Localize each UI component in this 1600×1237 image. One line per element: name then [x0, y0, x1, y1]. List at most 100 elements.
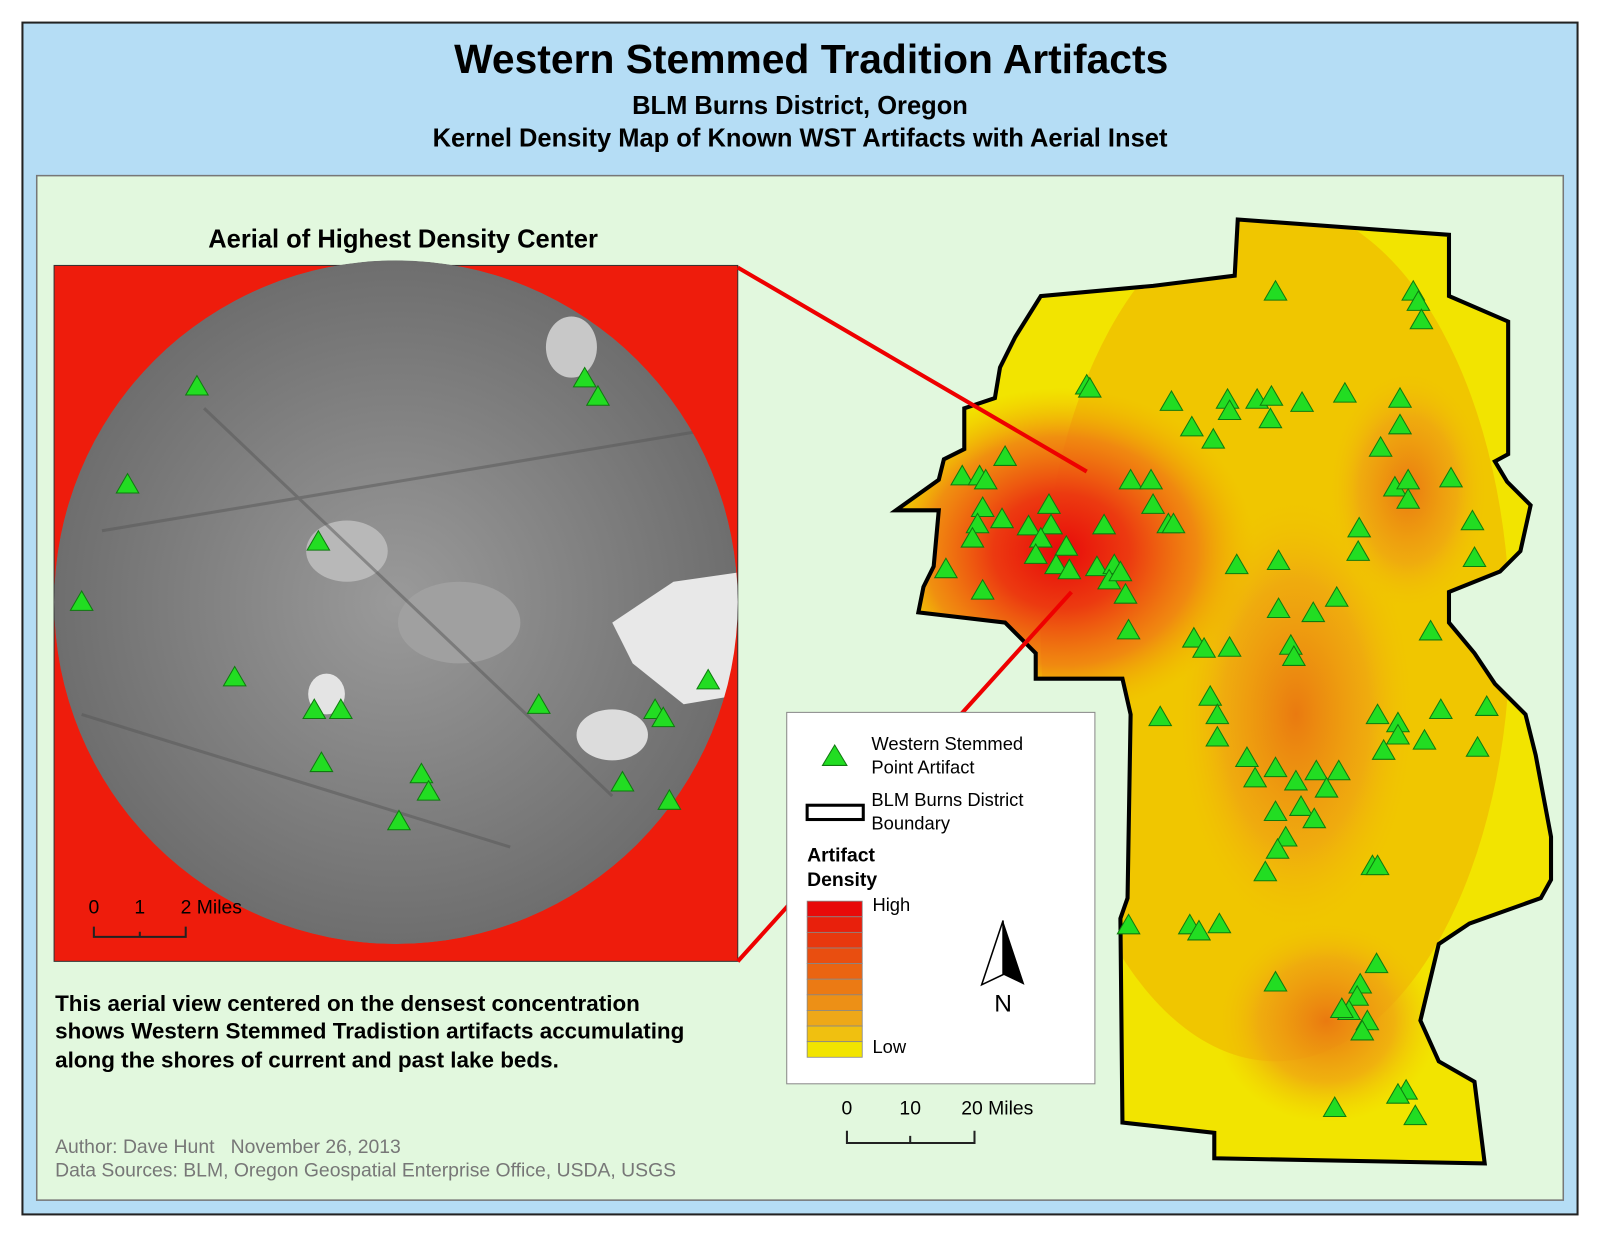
artifact-symbol — [1347, 516, 1372, 538]
artifact-symbol — [1038, 513, 1064, 535]
scale-bar — [845, 1130, 976, 1145]
artifact-symbol — [1205, 703, 1230, 725]
artifact-symbol — [1332, 381, 1358, 403]
legend-artifact-symbol — [821, 744, 848, 766]
artifact-symbol — [184, 374, 210, 396]
artifact-symbol — [1207, 912, 1232, 934]
legend-label: BLM Burns District — [871, 789, 1023, 810]
legend-label: Western Stemmed — [871, 733, 1023, 754]
artifact-symbol — [1396, 487, 1421, 509]
artifact-symbol — [1234, 746, 1260, 767]
ramp-step — [806, 916, 863, 933]
artifact-symbol — [1288, 795, 1314, 816]
artifact-symbol — [1289, 390, 1315, 412]
artifact-symbol — [1263, 800, 1288, 822]
artifact-symbol — [1259, 384, 1284, 406]
artifact-symbol — [1036, 492, 1062, 514]
artifact-symbol — [1365, 854, 1390, 876]
ramp-step — [806, 994, 863, 1011]
artifact-symbol — [1113, 582, 1138, 604]
ramp-step — [806, 1010, 863, 1027]
artifact-symbol — [1201, 427, 1226, 449]
legend-label: Low — [872, 1036, 906, 1057]
artifact-symbol — [1368, 435, 1393, 457]
artifact-symbol — [1016, 514, 1041, 536]
artifact-symbol — [1324, 585, 1349, 607]
legend-label: Point Artifact — [871, 756, 974, 777]
artifact-symbol — [960, 526, 985, 548]
artifact-symbol — [386, 809, 412, 831]
legend-title: Artifact — [807, 844, 875, 866]
artifact-symbol — [1159, 389, 1184, 411]
artifact-symbol — [696, 668, 721, 690]
subtitle: BLM Burns District, Oregon — [632, 92, 968, 120]
artifact-symbol — [1371, 738, 1396, 760]
artifact-symbol — [1191, 636, 1217, 658]
artifact-symbol — [992, 445, 1018, 466]
artifact-symbol — [1281, 645, 1306, 666]
artifact-symbol — [1224, 553, 1249, 575]
artifact-symbol — [1138, 468, 1164, 490]
artifact-symbol — [1198, 684, 1223, 706]
artifact-symbol — [1314, 776, 1339, 798]
title: Western Stemmed Tradition Artifacts — [454, 36, 1168, 82]
artifact-symbol — [1179, 415, 1204, 437]
artifact-symbol — [572, 366, 597, 388]
artifact-symbol — [1265, 837, 1290, 859]
artifact-symbol — [409, 762, 434, 784]
artifact-symbol — [1091, 513, 1117, 535]
artifact-symbol — [1283, 769, 1309, 791]
artifact-symbol — [970, 496, 995, 517]
description: along the shores of current and past lak… — [55, 1047, 559, 1072]
artifact-symbol — [1217, 635, 1242, 657]
artifact-symbol — [973, 468, 998, 490]
scale-label: 10 — [899, 1097, 921, 1119]
subtitle: Kernel Density Map of Known WST Artifact… — [433, 125, 1168, 153]
artifact-symbol — [306, 529, 331, 551]
artifact-symbol — [1054, 534, 1079, 556]
ramp-step — [806, 947, 863, 965]
artifact-symbol — [950, 464, 975, 486]
ramp-step — [806, 1041, 863, 1058]
inset-scale-bar — [92, 926, 187, 938]
artifact-symbol — [610, 770, 635, 792]
artifact-symbol — [1462, 546, 1487, 567]
artifact-symbol — [1385, 1082, 1411, 1104]
ramp-step — [806, 900, 863, 918]
artifact-symbol — [585, 384, 611, 406]
artifact-symbol — [1403, 1104, 1428, 1126]
artifact-symbol — [1365, 703, 1390, 725]
artifact-symbol — [1263, 756, 1288, 778]
artifact-symbol — [309, 751, 334, 773]
legend-title: Density — [807, 869, 877, 891]
artifact-symbol — [302, 698, 327, 720]
artifact-symbol — [1217, 399, 1242, 421]
artifact-symbol — [1329, 997, 1354, 1018]
artifact-symbol — [1385, 723, 1411, 745]
artifact-symbol — [1326, 759, 1351, 781]
artifact-symbol — [1465, 735, 1490, 757]
legend-label: Boundary — [871, 812, 950, 833]
aerial-image — [54, 260, 738, 945]
artifact-symbol — [1438, 466, 1464, 488]
ramp-step — [806, 1025, 863, 1043]
artifact-symbol — [1322, 1096, 1347, 1117]
artifacts — [69, 279, 1499, 1126]
scale-label: 0 — [842, 1097, 853, 1119]
artifact-symbol — [1387, 386, 1413, 408]
artifact-symbol — [1205, 725, 1230, 747]
artifact-symbol — [1418, 619, 1443, 641]
scale-label: 0 — [88, 896, 99, 918]
artifact-symbol — [1118, 468, 1143, 490]
artifact-symbol — [1350, 1019, 1375, 1041]
artifact-symbol — [970, 578, 995, 600]
north-arrow — [980, 920, 1025, 987]
legend-boundary-symbol — [805, 803, 865, 822]
density-ramp — [806, 900, 863, 1058]
artifact-symbol — [989, 507, 1015, 529]
artifact-symbol — [1266, 549, 1291, 571]
inset-title: Aerial of Highest Density Center — [208, 226, 598, 254]
artifact-symbol — [1116, 913, 1141, 935]
description: This aerial view centered on the densest… — [55, 991, 640, 1016]
